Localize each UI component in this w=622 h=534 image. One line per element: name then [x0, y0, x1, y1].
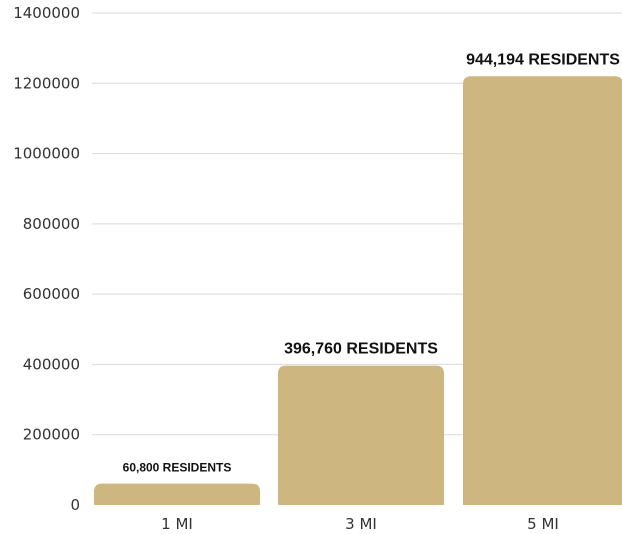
x-axis: 1 MI 3 MI 5 MI: [161, 515, 559, 533]
y-tick-label: 1400000: [13, 4, 80, 22]
y-tick-label: 1200000: [13, 74, 80, 92]
y-tick-label: 800000: [23, 215, 80, 233]
y-tick-label: 200000: [23, 426, 80, 444]
grid-lines: [92, 12, 622, 436]
bars: [94, 76, 622, 505]
x-tick-label: 5 MI: [527, 515, 559, 533]
y-tick-label: 0: [70, 496, 80, 514]
data-label: 60,800 RESIDENTS: [123, 461, 232, 475]
x-tick-label: 1 MI: [161, 515, 193, 533]
y-tick-label: 600000: [23, 285, 80, 303]
y-axis: 0 200000 400000 600000 800000 1000000 1200000 1…: [13, 4, 80, 514]
data-label: 396,760 RESIDENTS: [284, 341, 438, 358]
bar-1-mi: [94, 483, 260, 505]
y-tick-label: 400000: [23, 355, 80, 373]
data-labels: 60,800 RESIDENTS 396,760 RESIDENTS 944,194…: [123, 51, 621, 474]
bar-3-mi: [278, 365, 444, 505]
data-label: 944,194 RESIDENTS: [466, 51, 620, 68]
x-tick-label: 3 MI: [345, 515, 377, 533]
y-tick-label: 1000000: [13, 145, 80, 163]
bar-5-mi: [463, 76, 622, 505]
